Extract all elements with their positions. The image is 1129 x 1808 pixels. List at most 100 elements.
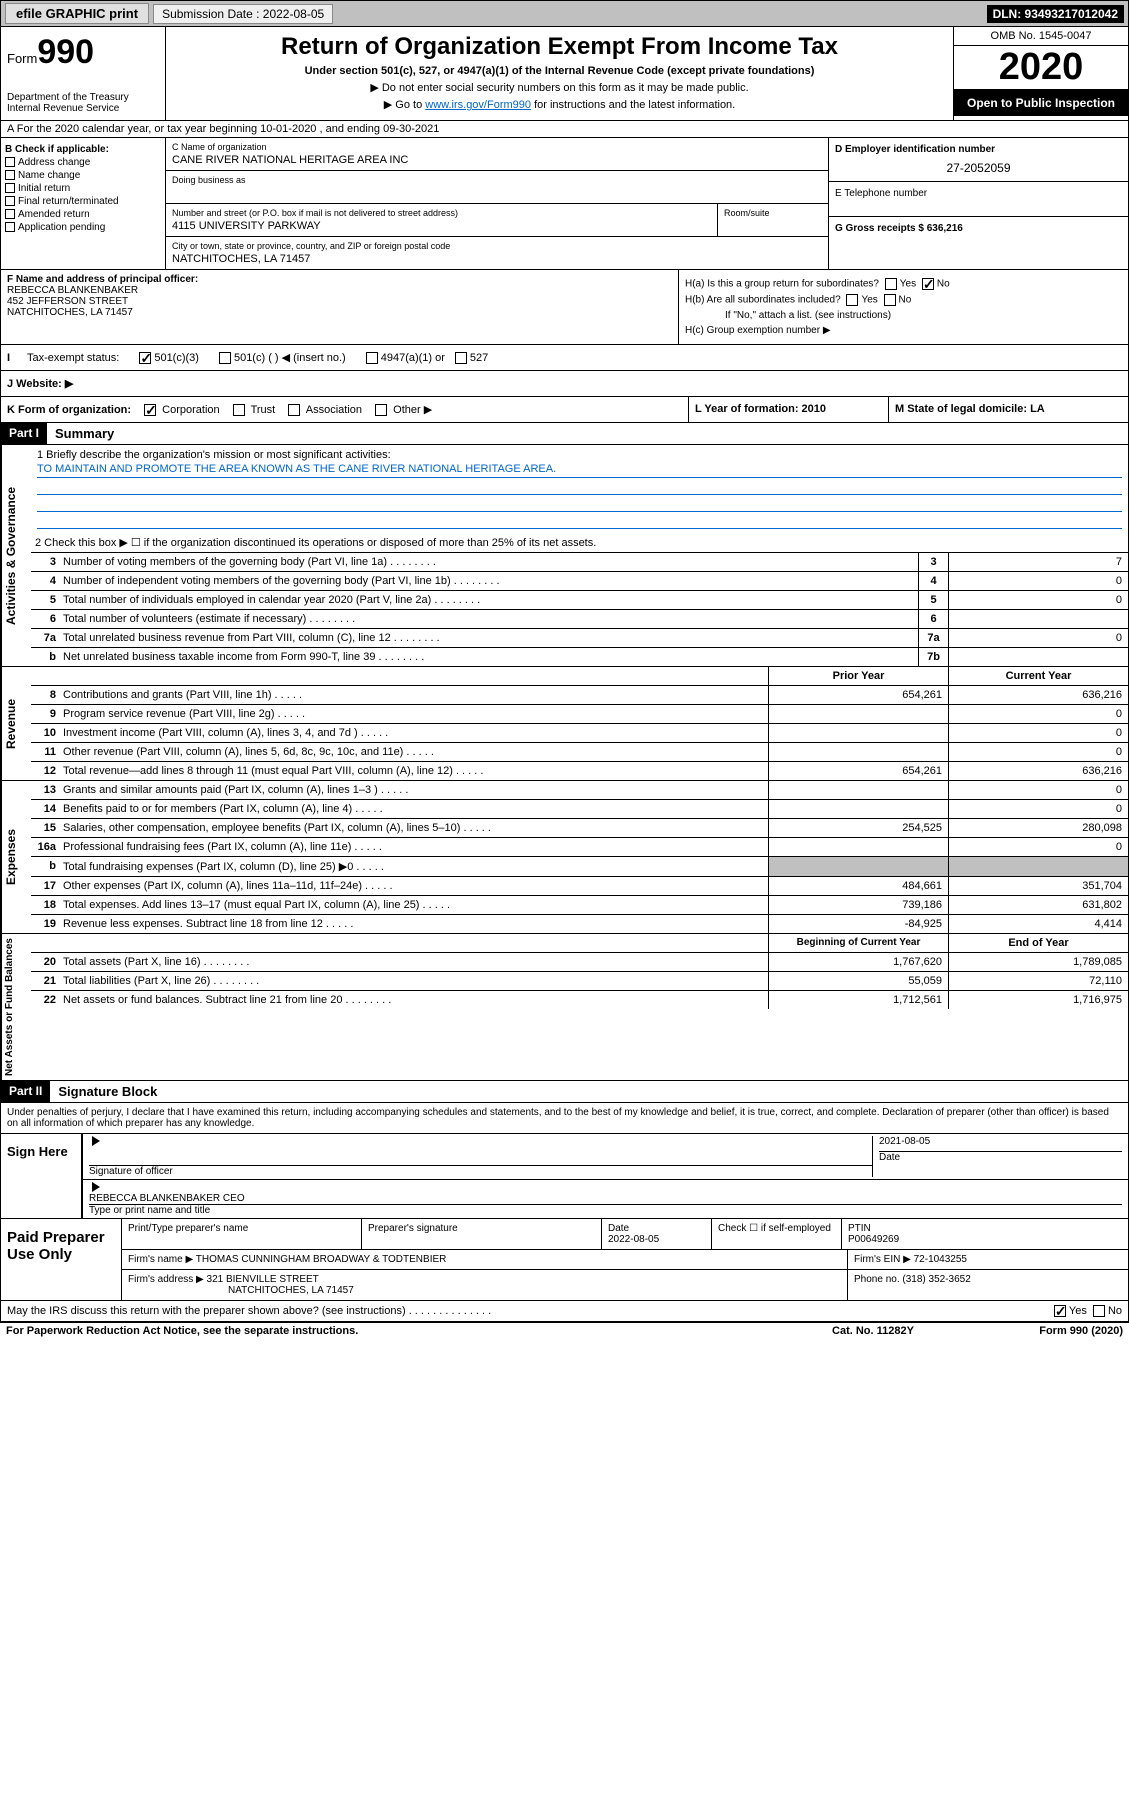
form-title: Return of Organization Exempt From Incom… [172, 33, 947, 61]
org-name: CANE RIVER NATIONAL HERITAGE AREA INC [172, 154, 822, 166]
other-checkbox[interactable] [375, 404, 387, 416]
ein-label: D Employer identification number [835, 144, 1122, 155]
mission-q: 1 Briefly describe the organization's mi… [37, 449, 1122, 461]
paid-label: Paid Preparer Use Only [1, 1219, 121, 1300]
firm-ein: 72-1043255 [914, 1254, 967, 1265]
sign-here-label: Sign Here [1, 1134, 81, 1218]
colb-item: Final return/terminated [5, 196, 161, 207]
prior-year-hdr: Prior Year [768, 667, 948, 685]
col-d: D Employer identification number 27-2052… [828, 138, 1128, 269]
colb-checkbox[interactable] [5, 183, 15, 193]
form-org-label: K Form of organization: [7, 404, 131, 416]
exp-row: 18Total expenses. Add lines 13–17 (must … [31, 896, 1128, 915]
signature-block: Sign Here Signature of officer 2021-08-0… [1, 1134, 1128, 1219]
form-number-box: Form990 Department of the Treasury Inter… [1, 27, 166, 120]
open-public: Open to Public Inspection [954, 90, 1128, 116]
mission-text: TO MAINTAIN AND PROMOTE THE AREA KNOWN A… [37, 461, 1122, 478]
hb-label: H(b) Are all subordinates included? [685, 295, 841, 306]
dba-label: Doing business as [172, 175, 822, 185]
col-c: C Name of organization CANE RIVER NATION… [166, 138, 828, 269]
governance-vlabel: Activities & Governance [1, 445, 31, 666]
phone-label: E Telephone number [835, 188, 1122, 199]
footer-bottom: For Paperwork Reduction Act Notice, see … [0, 1323, 1129, 1339]
part2-title: Signature Block [50, 1081, 165, 1102]
part1-header: Part I Summary [1, 423, 1128, 445]
irs-link[interactable]: www.irs.gov/Form990 [425, 99, 531, 111]
501c-checkbox[interactable] [219, 352, 231, 364]
trust-checkbox[interactable] [233, 404, 245, 416]
paid-preparer-block: Paid Preparer Use Only Print/Type prepar… [1, 1219, 1128, 1301]
row-k: K Form of organization: Corporation Trus… [1, 397, 1128, 423]
opt-501c3: 501(c)(3) [154, 352, 199, 364]
netassets-section: Net Assets or Fund Balances Beginning of… [1, 934, 1128, 1081]
officer-addr1: 452 JEFFERSON STREET [7, 296, 672, 307]
opt-4947: 4947(a)(1) or [381, 352, 445, 364]
part2-header: Part II Signature Block [1, 1081, 1128, 1103]
hb-yes-checkbox[interactable] [846, 294, 858, 306]
colb-item: Initial return [5, 183, 161, 194]
form-label: Form [7, 51, 37, 66]
ha-no-checkbox[interactable] [922, 278, 934, 290]
form-ref: Form 990 (2020) [973, 1325, 1123, 1337]
firm-phone: (318) 352-3652 [902, 1274, 970, 1285]
state-domicile: M State of legal domicile: LA [888, 397, 1128, 422]
q2: 2 Check this box ▶ ☐ if the organization… [31, 533, 1128, 552]
governance-section: Activities & Governance 1 Briefly descri… [1, 445, 1128, 667]
assoc-checkbox[interactable] [288, 404, 300, 416]
hc-label: H(c) Group exemption number ▶ [685, 325, 1122, 336]
colb-checkbox[interactable] [5, 196, 15, 206]
col-f: F Name and address of principal officer:… [1, 270, 678, 344]
revenue-vlabel: Revenue [1, 667, 31, 780]
gov-row: 7aTotal unrelated business revenue from … [31, 629, 1128, 648]
perjury-text: Under penalties of perjury, I declare th… [1, 1103, 1128, 1134]
exp-row: 16aProfessional fundraising fees (Part I… [31, 838, 1128, 857]
4947-checkbox[interactable] [366, 352, 378, 364]
firm-addr2: NATCHITOCHES, LA 71457 [228, 1285, 354, 1296]
exp-row: 17Other expenses (Part IX, column (A), l… [31, 877, 1128, 896]
address: 4115 UNIVERSITY PARKWAY [172, 220, 711, 232]
netassets-vlabel: Net Assets or Fund Balances [1, 934, 31, 1080]
ha-yes-checkbox[interactable] [885, 278, 897, 290]
discuss-no-checkbox[interactable] [1093, 1305, 1105, 1317]
opt-527: 527 [470, 352, 488, 364]
exp-row: 15Salaries, other compensation, employee… [31, 819, 1128, 838]
section-fh: F Name and address of principal officer:… [1, 270, 1128, 345]
efile-button[interactable]: efile GRAPHIC print [5, 3, 149, 24]
gov-row: 3Number of voting members of the governi… [31, 553, 1128, 572]
prep-sig-label: Preparer's signature [362, 1219, 602, 1249]
hb-no-checkbox[interactable] [884, 294, 896, 306]
address-label: Number and street (or P.O. box if mail i… [172, 208, 711, 218]
prep-date-label: Date [608, 1223, 629, 1234]
current-year-hdr: Current Year [948, 667, 1128, 685]
colb-checkbox[interactable] [5, 222, 15, 232]
hb-note: If "No," attach a list. (see instruction… [685, 310, 1122, 321]
527-checkbox[interactable] [455, 352, 467, 364]
rev-row: 10Investment income (Part VIII, column (… [31, 724, 1128, 743]
title-box: Return of Organization Exempt From Incom… [166, 27, 953, 120]
city: NATCHITOCHES, LA 71457 [172, 253, 822, 265]
na-row: 20Total assets (Part X, line 16) . . . .… [31, 953, 1128, 972]
sig-date: 2021-08-05 [879, 1136, 1122, 1147]
501c3-checkbox[interactable] [139, 352, 151, 364]
colb-checkbox[interactable] [5, 170, 15, 180]
colb-checkbox[interactable] [5, 209, 15, 219]
gov-row: 6Total number of volunteers (estimate if… [31, 610, 1128, 629]
gov-row: 5Total number of individuals employed in… [31, 591, 1128, 610]
prep-date: 2022-08-05 [608, 1234, 659, 1245]
firm-addr1: 321 BIENVILLE STREET [207, 1274, 319, 1285]
year-formation: L Year of formation: 2010 [688, 397, 888, 422]
prep-selfemp: Check ☐ if self-employed [712, 1219, 842, 1249]
colb-item: Application pending [5, 222, 161, 233]
subtitle-1: Under section 501(c), 527, or 4947(a)(1)… [172, 65, 947, 77]
officer-label: F Name and address of principal officer: [7, 274, 198, 285]
rev-row: 8Contributions and grants (Part VIII, li… [31, 686, 1128, 705]
opt-501c: 501(c) ( ) ◀ (insert no.) [234, 351, 346, 364]
exp-row: 14Benefits paid to or for members (Part … [31, 800, 1128, 819]
discuss-yes-checkbox[interactable] [1054, 1305, 1066, 1317]
colb-item: Name change [5, 170, 161, 181]
ptin-label: PTIN [848, 1223, 871, 1234]
exp-row: 13Grants and similar amounts paid (Part … [31, 781, 1128, 800]
colb-checkbox[interactable] [5, 157, 15, 167]
ha-label: H(a) Is this a group return for subordin… [685, 279, 879, 290]
corp-checkbox[interactable] [144, 404, 156, 416]
